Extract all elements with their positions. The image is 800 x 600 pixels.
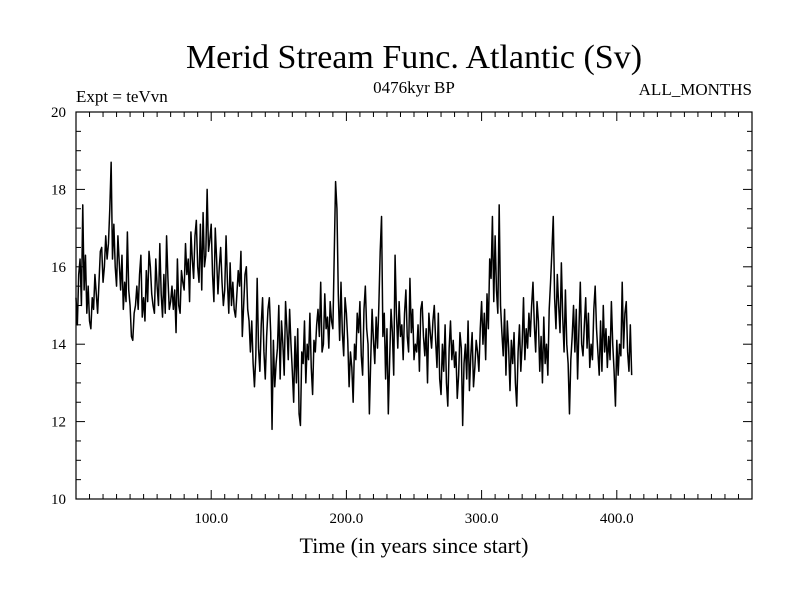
y-tick-label: 14 bbox=[51, 337, 67, 353]
x-axis-label: Time (in years since start) bbox=[300, 533, 529, 558]
y-tick-label: 20 bbox=[51, 105, 66, 121]
x-tick-label: 200.0 bbox=[330, 511, 364, 527]
period-label: 0476kyr BP bbox=[373, 78, 455, 97]
experiment-label: Expt = teVvn bbox=[76, 87, 168, 106]
x-tick-label: 100.0 bbox=[194, 511, 228, 527]
y-tick-label: 18 bbox=[51, 182, 66, 198]
plot-frame bbox=[75, 111, 753, 500]
x-tick-label: 300.0 bbox=[465, 511, 499, 527]
series-line bbox=[75, 161, 633, 431]
y-tick-label: 10 bbox=[51, 492, 66, 508]
x-tick-label: 400.0 bbox=[600, 511, 634, 527]
y-tick-label: 16 bbox=[51, 260, 67, 276]
months-label: ALL_MONTHS bbox=[639, 80, 752, 99]
chart-title: Merid Stream Func. Atlantic (Sv) bbox=[186, 39, 642, 76]
y-tick-label: 12 bbox=[51, 415, 66, 431]
plot-area: 100.0 200.0 300.0 400.0 10 12 14 16 18 20 bbox=[51, 105, 753, 527]
